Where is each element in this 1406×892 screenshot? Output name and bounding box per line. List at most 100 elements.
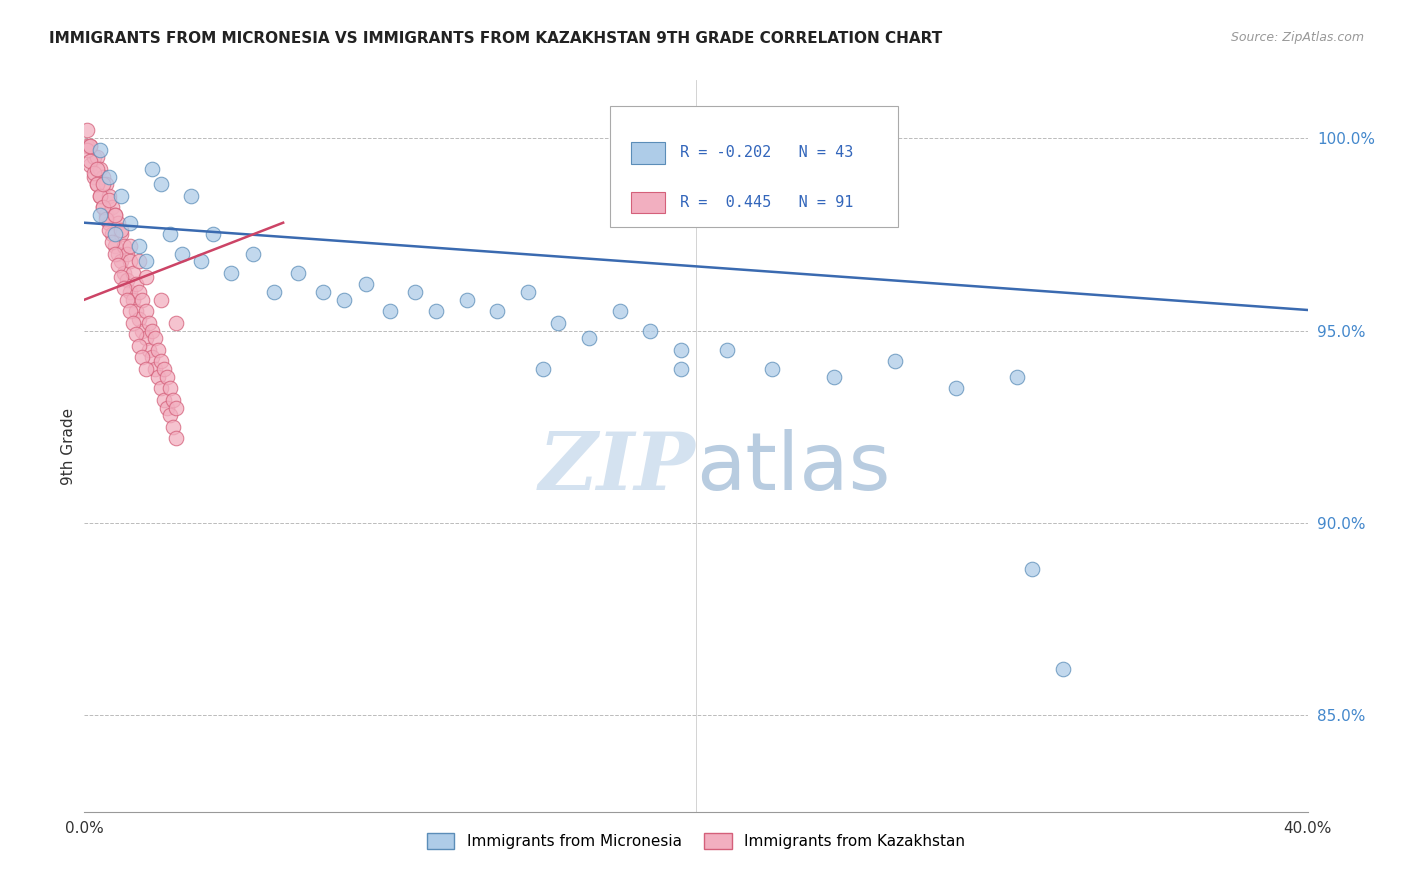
FancyBboxPatch shape bbox=[631, 142, 665, 163]
Point bbox=[1021, 562, 1043, 576]
Point bbox=[89, 143, 111, 157]
Point bbox=[91, 200, 114, 214]
Point bbox=[115, 293, 138, 307]
Point bbox=[354, 277, 377, 292]
Point bbox=[135, 254, 157, 268]
Point bbox=[516, 285, 538, 299]
Point bbox=[101, 227, 124, 242]
Point bbox=[79, 138, 101, 153]
Point bbox=[149, 293, 172, 307]
Point bbox=[135, 331, 157, 345]
Point bbox=[149, 354, 172, 368]
Point bbox=[761, 362, 783, 376]
FancyBboxPatch shape bbox=[610, 106, 898, 227]
Point bbox=[128, 239, 150, 253]
Point bbox=[669, 362, 692, 376]
Point bbox=[89, 208, 111, 222]
Point bbox=[120, 216, 142, 230]
Point bbox=[425, 304, 447, 318]
Point bbox=[91, 169, 114, 184]
Point bbox=[97, 223, 120, 237]
Point bbox=[146, 369, 169, 384]
Point bbox=[128, 312, 150, 326]
Point bbox=[669, 343, 692, 357]
Point bbox=[83, 166, 105, 180]
Point bbox=[716, 343, 738, 357]
Point bbox=[128, 254, 150, 268]
Point bbox=[76, 138, 98, 153]
Point bbox=[165, 431, 187, 445]
Point bbox=[125, 277, 148, 292]
Point bbox=[823, 369, 845, 384]
Point bbox=[94, 178, 117, 192]
Point bbox=[101, 235, 124, 249]
Point bbox=[89, 188, 111, 202]
FancyBboxPatch shape bbox=[631, 192, 665, 213]
Point bbox=[125, 304, 148, 318]
Text: Source: ZipAtlas.com: Source: ZipAtlas.com bbox=[1230, 31, 1364, 45]
Text: IMMIGRANTS FROM MICRONESIA VS IMMIGRANTS FROM KAZAKHSTAN 9TH GRADE CORRELATION C: IMMIGRANTS FROM MICRONESIA VS IMMIGRANTS… bbox=[49, 31, 942, 46]
Point bbox=[110, 188, 132, 202]
Point bbox=[83, 169, 105, 184]
Point bbox=[153, 392, 176, 407]
Point bbox=[122, 293, 145, 307]
Point bbox=[97, 216, 120, 230]
Legend: Immigrants from Micronesia, Immigrants from Kazakhstan: Immigrants from Micronesia, Immigrants f… bbox=[420, 827, 972, 855]
Point bbox=[110, 227, 132, 242]
Point bbox=[104, 208, 127, 222]
Point bbox=[86, 161, 108, 176]
Point bbox=[143, 362, 166, 376]
Point bbox=[120, 254, 142, 268]
Point bbox=[149, 381, 172, 395]
Point bbox=[219, 266, 242, 280]
Point bbox=[110, 254, 132, 268]
Point bbox=[76, 143, 98, 157]
Point bbox=[287, 266, 309, 280]
Point bbox=[156, 401, 179, 415]
Point bbox=[104, 227, 127, 242]
Point bbox=[883, 354, 905, 368]
Point bbox=[486, 304, 509, 318]
Text: R = -0.202   N = 43: R = -0.202 N = 43 bbox=[681, 145, 853, 161]
Point bbox=[115, 246, 138, 260]
Point bbox=[91, 200, 114, 214]
Point bbox=[131, 324, 153, 338]
Point bbox=[131, 351, 153, 365]
Point bbox=[141, 324, 163, 338]
Point bbox=[97, 193, 120, 207]
Point bbox=[79, 154, 101, 169]
Point bbox=[86, 150, 108, 164]
Point bbox=[146, 343, 169, 357]
Point bbox=[201, 227, 224, 242]
Point bbox=[107, 246, 129, 260]
Point bbox=[162, 419, 184, 434]
Point bbox=[547, 316, 569, 330]
Text: ZIP: ZIP bbox=[538, 429, 696, 507]
Point bbox=[638, 324, 661, 338]
Point bbox=[89, 161, 111, 176]
Point bbox=[107, 216, 129, 230]
Point bbox=[141, 161, 163, 176]
Point bbox=[101, 200, 124, 214]
Point bbox=[97, 188, 120, 202]
Point bbox=[141, 351, 163, 365]
Point bbox=[131, 293, 153, 307]
Point bbox=[120, 285, 142, 299]
Point bbox=[162, 392, 184, 407]
Point bbox=[609, 304, 631, 318]
Point bbox=[531, 362, 554, 376]
Point bbox=[153, 362, 176, 376]
Point bbox=[112, 281, 135, 295]
Point bbox=[120, 304, 142, 318]
Point bbox=[312, 285, 335, 299]
Point bbox=[333, 293, 356, 307]
Point bbox=[159, 227, 181, 242]
Point bbox=[79, 138, 101, 153]
Point bbox=[128, 285, 150, 299]
Point bbox=[120, 239, 142, 253]
Text: atlas: atlas bbox=[696, 429, 890, 507]
Point bbox=[112, 266, 135, 280]
Point bbox=[128, 339, 150, 353]
Point bbox=[104, 208, 127, 222]
Point bbox=[135, 362, 157, 376]
